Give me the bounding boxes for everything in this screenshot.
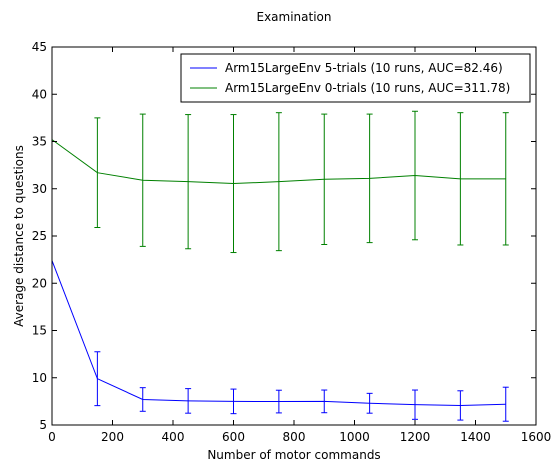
- legend-label: Arm15LargeEnv 5-trials (10 runs, AUC=82.…: [225, 61, 503, 75]
- y-tick-label: 5: [39, 418, 47, 432]
- series-line: [51, 260, 506, 406]
- y-tick-label: 30: [32, 182, 47, 196]
- x-tick-label: 1200: [400, 430, 431, 444]
- axis-ticks: 0 200 400 600 800 1000 1200 1400 1600 5 10 15 20 25 30…: [32, 40, 552, 444]
- error-bar: [275, 112, 282, 252]
- error-bar: [139, 387, 146, 412]
- legend-box: [180, 53, 531, 103]
- error-bar: [230, 388, 237, 415]
- y-tick-label: 25: [32, 229, 47, 243]
- x-axis-title: Number of motor commands: [207, 448, 380, 461]
- error-bar: [94, 351, 101, 407]
- series-2: [51, 110, 509, 254]
- error-bar: [366, 392, 373, 414]
- y-tick-label: 45: [32, 40, 47, 54]
- y-tick-label: 40: [32, 87, 47, 101]
- y-tick-label: 15: [32, 324, 47, 338]
- error-bar: [321, 113, 328, 246]
- chart-title: Examination: [256, 10, 331, 24]
- error-bar: [412, 110, 418, 241]
- error-bar: [275, 389, 282, 414]
- legend: Arm15LargeEnv 5-trials (10 runs, AUC=82.…: [180, 53, 531, 103]
- error-bar: [457, 112, 464, 246]
- x-tick-label: 400: [162, 430, 185, 444]
- y-tick-label: 20: [32, 276, 47, 290]
- error-bar: [366, 113, 373, 244]
- error-bar: [502, 386, 509, 422]
- y-axis-title: Average distance to questions: [12, 145, 26, 327]
- error-bar: [412, 389, 418, 420]
- error-bar: [94, 117, 101, 228]
- x-tick-label: 1600: [521, 430, 552, 444]
- x-tick-label: 600: [222, 430, 245, 444]
- error-bar: [139, 113, 146, 247]
- legend-item: Arm15LargeEnv 5-trials (10 runs, AUC=82.…: [190, 61, 503, 75]
- y-tick-label: 10: [32, 371, 47, 385]
- x-tick-label: 0: [48, 430, 56, 444]
- x-tick-label: 800: [283, 430, 306, 444]
- plot-area: [51, 110, 509, 422]
- legend-label: Arm15LargeEnv 0-trials (10 runs, AUC=311…: [225, 81, 510, 95]
- x-tick-label: 1400: [460, 430, 491, 444]
- plot-frame: [51, 46, 537, 426]
- x-tick-label: 200: [101, 430, 124, 444]
- error-bar: [457, 390, 464, 421]
- error-bar: [185, 388, 192, 414]
- series-1: [51, 260, 509, 422]
- error-bar: [321, 389, 328, 414]
- legend-item: Arm15LargeEnv 0-trials (10 runs, AUC=311…: [190, 81, 510, 95]
- error-bar: [230, 114, 237, 254]
- y-tick-label: 35: [32, 135, 47, 149]
- error-bar: [502, 112, 509, 246]
- error-bar: [185, 114, 192, 250]
- x-tick-label: 1000: [339, 430, 370, 444]
